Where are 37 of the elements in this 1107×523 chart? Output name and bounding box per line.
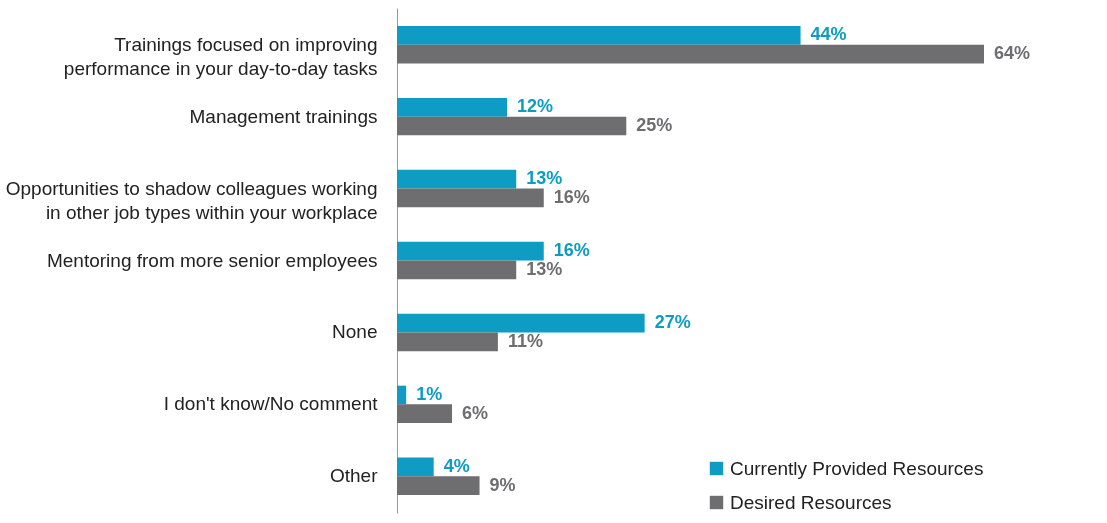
data-label: 11% bbox=[507, 330, 543, 351]
bar bbox=[397, 313, 645, 333]
data-label: 13% bbox=[526, 258, 563, 279]
bar bbox=[397, 385, 407, 405]
bar bbox=[397, 116, 627, 136]
bar bbox=[397, 44, 984, 64]
data-label: 1% bbox=[416, 384, 443, 405]
data-label: 16% bbox=[553, 240, 590, 261]
data-label: 4% bbox=[443, 455, 470, 476]
data-label: 44% bbox=[810, 24, 847, 45]
y-tick-label: Management trainings bbox=[189, 105, 378, 127]
data-label: 6% bbox=[462, 402, 489, 423]
data-label: 9% bbox=[489, 474, 516, 495]
data-label: 25% bbox=[636, 114, 673, 135]
data-label: 27% bbox=[654, 312, 691, 333]
bar bbox=[397, 332, 498, 352]
legend-label: Desired Resources bbox=[730, 491, 892, 513]
data-label: 13% bbox=[526, 168, 563, 189]
bar bbox=[397, 97, 508, 117]
y-tick-label: Trainings focused on improving performance in your day-to-day tasks bbox=[63, 33, 378, 79]
y-tick-label: I don't know/No comment bbox=[163, 393, 379, 415]
bar bbox=[397, 457, 434, 477]
y-tick-label: None bbox=[332, 321, 378, 343]
bar bbox=[397, 241, 544, 261]
legend-label: Currently Provided Resources bbox=[730, 457, 984, 479]
bar bbox=[397, 169, 517, 189]
y-tick-label: Other bbox=[329, 465, 379, 487]
data-label: 64% bbox=[994, 43, 1031, 64]
bar bbox=[397, 404, 453, 424]
bar bbox=[397, 260, 517, 280]
bar bbox=[397, 476, 480, 496]
bar bbox=[397, 25, 801, 45]
data-label: 16% bbox=[553, 186, 590, 207]
y-tick-label: Opportunities to shadow colleagues working in other job types within your workplace bbox=[5, 177, 378, 223]
data-label: 12% bbox=[517, 96, 554, 117]
y-tick-label: Mentoring from more senior employees bbox=[46, 249, 378, 271]
bar bbox=[397, 188, 544, 208]
